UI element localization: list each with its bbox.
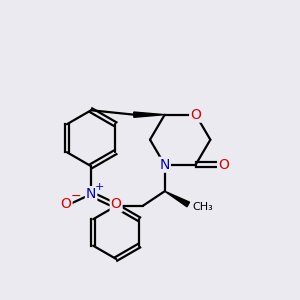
Polygon shape xyxy=(134,112,165,117)
Text: −: − xyxy=(70,190,81,203)
Text: O: O xyxy=(218,158,229,172)
Text: N: N xyxy=(86,187,96,201)
Text: N: N xyxy=(160,158,170,172)
Text: CH₃: CH₃ xyxy=(193,202,213,212)
Polygon shape xyxy=(165,191,190,207)
Text: O: O xyxy=(61,197,71,212)
Text: +: + xyxy=(95,182,104,192)
Text: O: O xyxy=(111,197,122,212)
Text: O: O xyxy=(190,108,201,122)
